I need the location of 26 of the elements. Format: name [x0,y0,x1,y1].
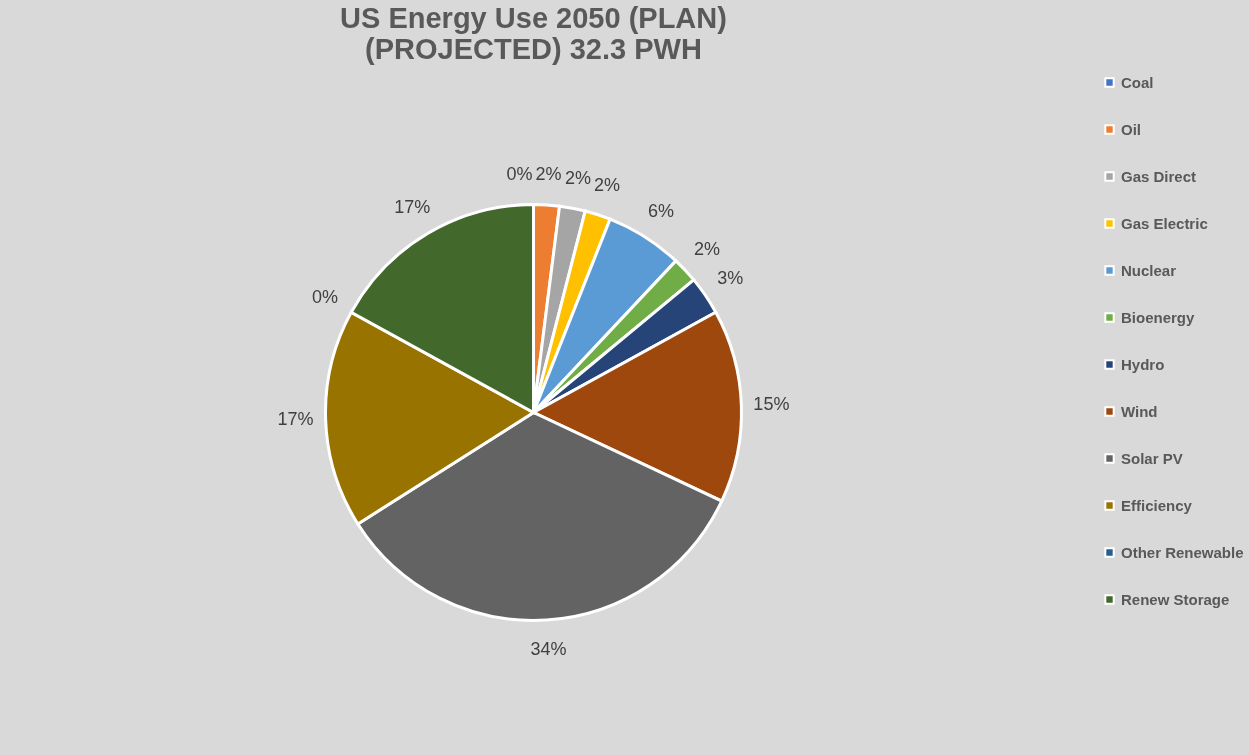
data-label: 2% [594,175,621,196]
text: 0% [506,163,533,184]
data-label: 2% [693,238,720,259]
legend-label: Nuclear [1121,261,1177,279]
legend-label: Oil [1121,120,1142,138]
legend-label: Bioenergy [1121,308,1196,326]
legend-label: Gas Electric [1121,214,1208,232]
data-label: 2% [565,167,592,188]
text: US Energy Use 2050 (PLAN) [340,2,727,34]
data-label: 15% [753,394,790,415]
legend-label: Gas Direct [1121,167,1197,185]
data-label: 2% [535,163,562,184]
legend-label: Hydro [1121,355,1165,373]
legend-label: Coal [1121,73,1154,91]
text: (PROJECTED) 32.3 PWH [365,33,702,65]
data-label: 17% [394,196,431,217]
data-label: 34% [530,639,567,660]
data-label: 6% [648,200,675,221]
data-label: 3% [717,267,744,288]
text: 0% [311,286,338,307]
data-label: 17% [277,408,314,429]
legend-label: Wind [1121,402,1158,420]
legend-label: Other Renewable [1121,543,1244,561]
legend-label: Renew Storage [1121,590,1230,608]
legend-label: Solar PV [1121,449,1183,467]
legend-label: Efficiency [1121,496,1193,514]
